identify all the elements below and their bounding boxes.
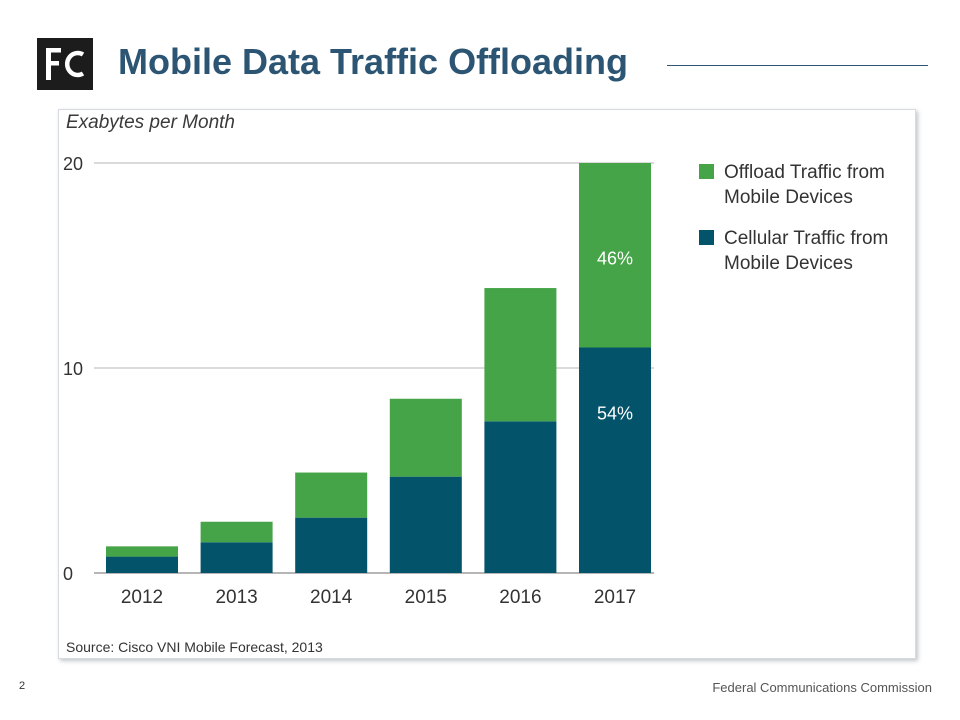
- bar-cellular-2015: [389, 476, 462, 573]
- legend-item-cellular: Cellular Traffic from Mobile Devices: [699, 226, 909, 276]
- bar-offload-2012: [106, 546, 178, 557]
- y-tick-label-20: 20: [63, 154, 83, 174]
- bar-chart: 0 10 20 2012 2013 2014 2015 2016 2017 46% 54%: [63, 154, 654, 608]
- bar-offload-2013: [200, 521, 273, 543]
- legend-item-offload: Offload Traffic from Mobile Devices: [699, 160, 909, 210]
- x-tick-label-2012: 2012: [121, 587, 163, 608]
- chart-legend: Offload Traffic from Mobile Devices Cell…: [699, 160, 909, 292]
- y-tick-label-10: 10: [63, 359, 83, 379]
- y-tick-label-0: 0: [63, 564, 73, 584]
- bar-offload-2017: [579, 163, 651, 348]
- bar-cellular-2016: [484, 421, 557, 573]
- legend-swatch-cellular: [699, 230, 714, 245]
- page-number: 2: [19, 680, 26, 692]
- bar-cellular-2014: [295, 517, 368, 573]
- data-label-offload-2017: 46%: [597, 248, 633, 268]
- legend-swatch-offload: [699, 164, 714, 179]
- bar-cellular-2013: [200, 542, 273, 573]
- y-axis-label: Exabytes per Month: [66, 112, 235, 133]
- bar-offload-2016: [484, 288, 557, 422]
- chart-source: Source: Cisco VNI Mobile Forecast, 2013: [66, 639, 323, 655]
- x-tick-label-2016: 2016: [499, 587, 541, 608]
- footer-organization: Federal Communications Commission: [712, 680, 932, 695]
- data-label-cellular-2017: 54%: [597, 404, 633, 424]
- x-tick-label-2014: 2014: [310, 587, 353, 608]
- fcc-logo: [37, 38, 93, 90]
- page-title: Mobile Data Traffic Offloading: [118, 41, 629, 82]
- title-rule: [667, 65, 928, 66]
- x-tick-label-2017: 2017: [594, 587, 636, 608]
- x-tick-label-2013: 2013: [215, 587, 257, 608]
- chart-panel: Exabytes per Month 0 10 20 2012 2013 2014 2015…: [58, 109, 916, 659]
- fcc-logo-icon: [46, 48, 85, 80]
- bar-offload-2014: [295, 472, 368, 518]
- bar-cellular-2012: [106, 556, 178, 573]
- x-tick-label-2015: 2015: [405, 587, 447, 608]
- legend-label-cellular: Cellular Traffic from Mobile Devices: [724, 228, 889, 274]
- bar-cellular-2017: [579, 347, 651, 573]
- legend-label-offload: Offload Traffic from Mobile Devices: [724, 162, 885, 208]
- bar-offload-2015: [389, 398, 462, 477]
